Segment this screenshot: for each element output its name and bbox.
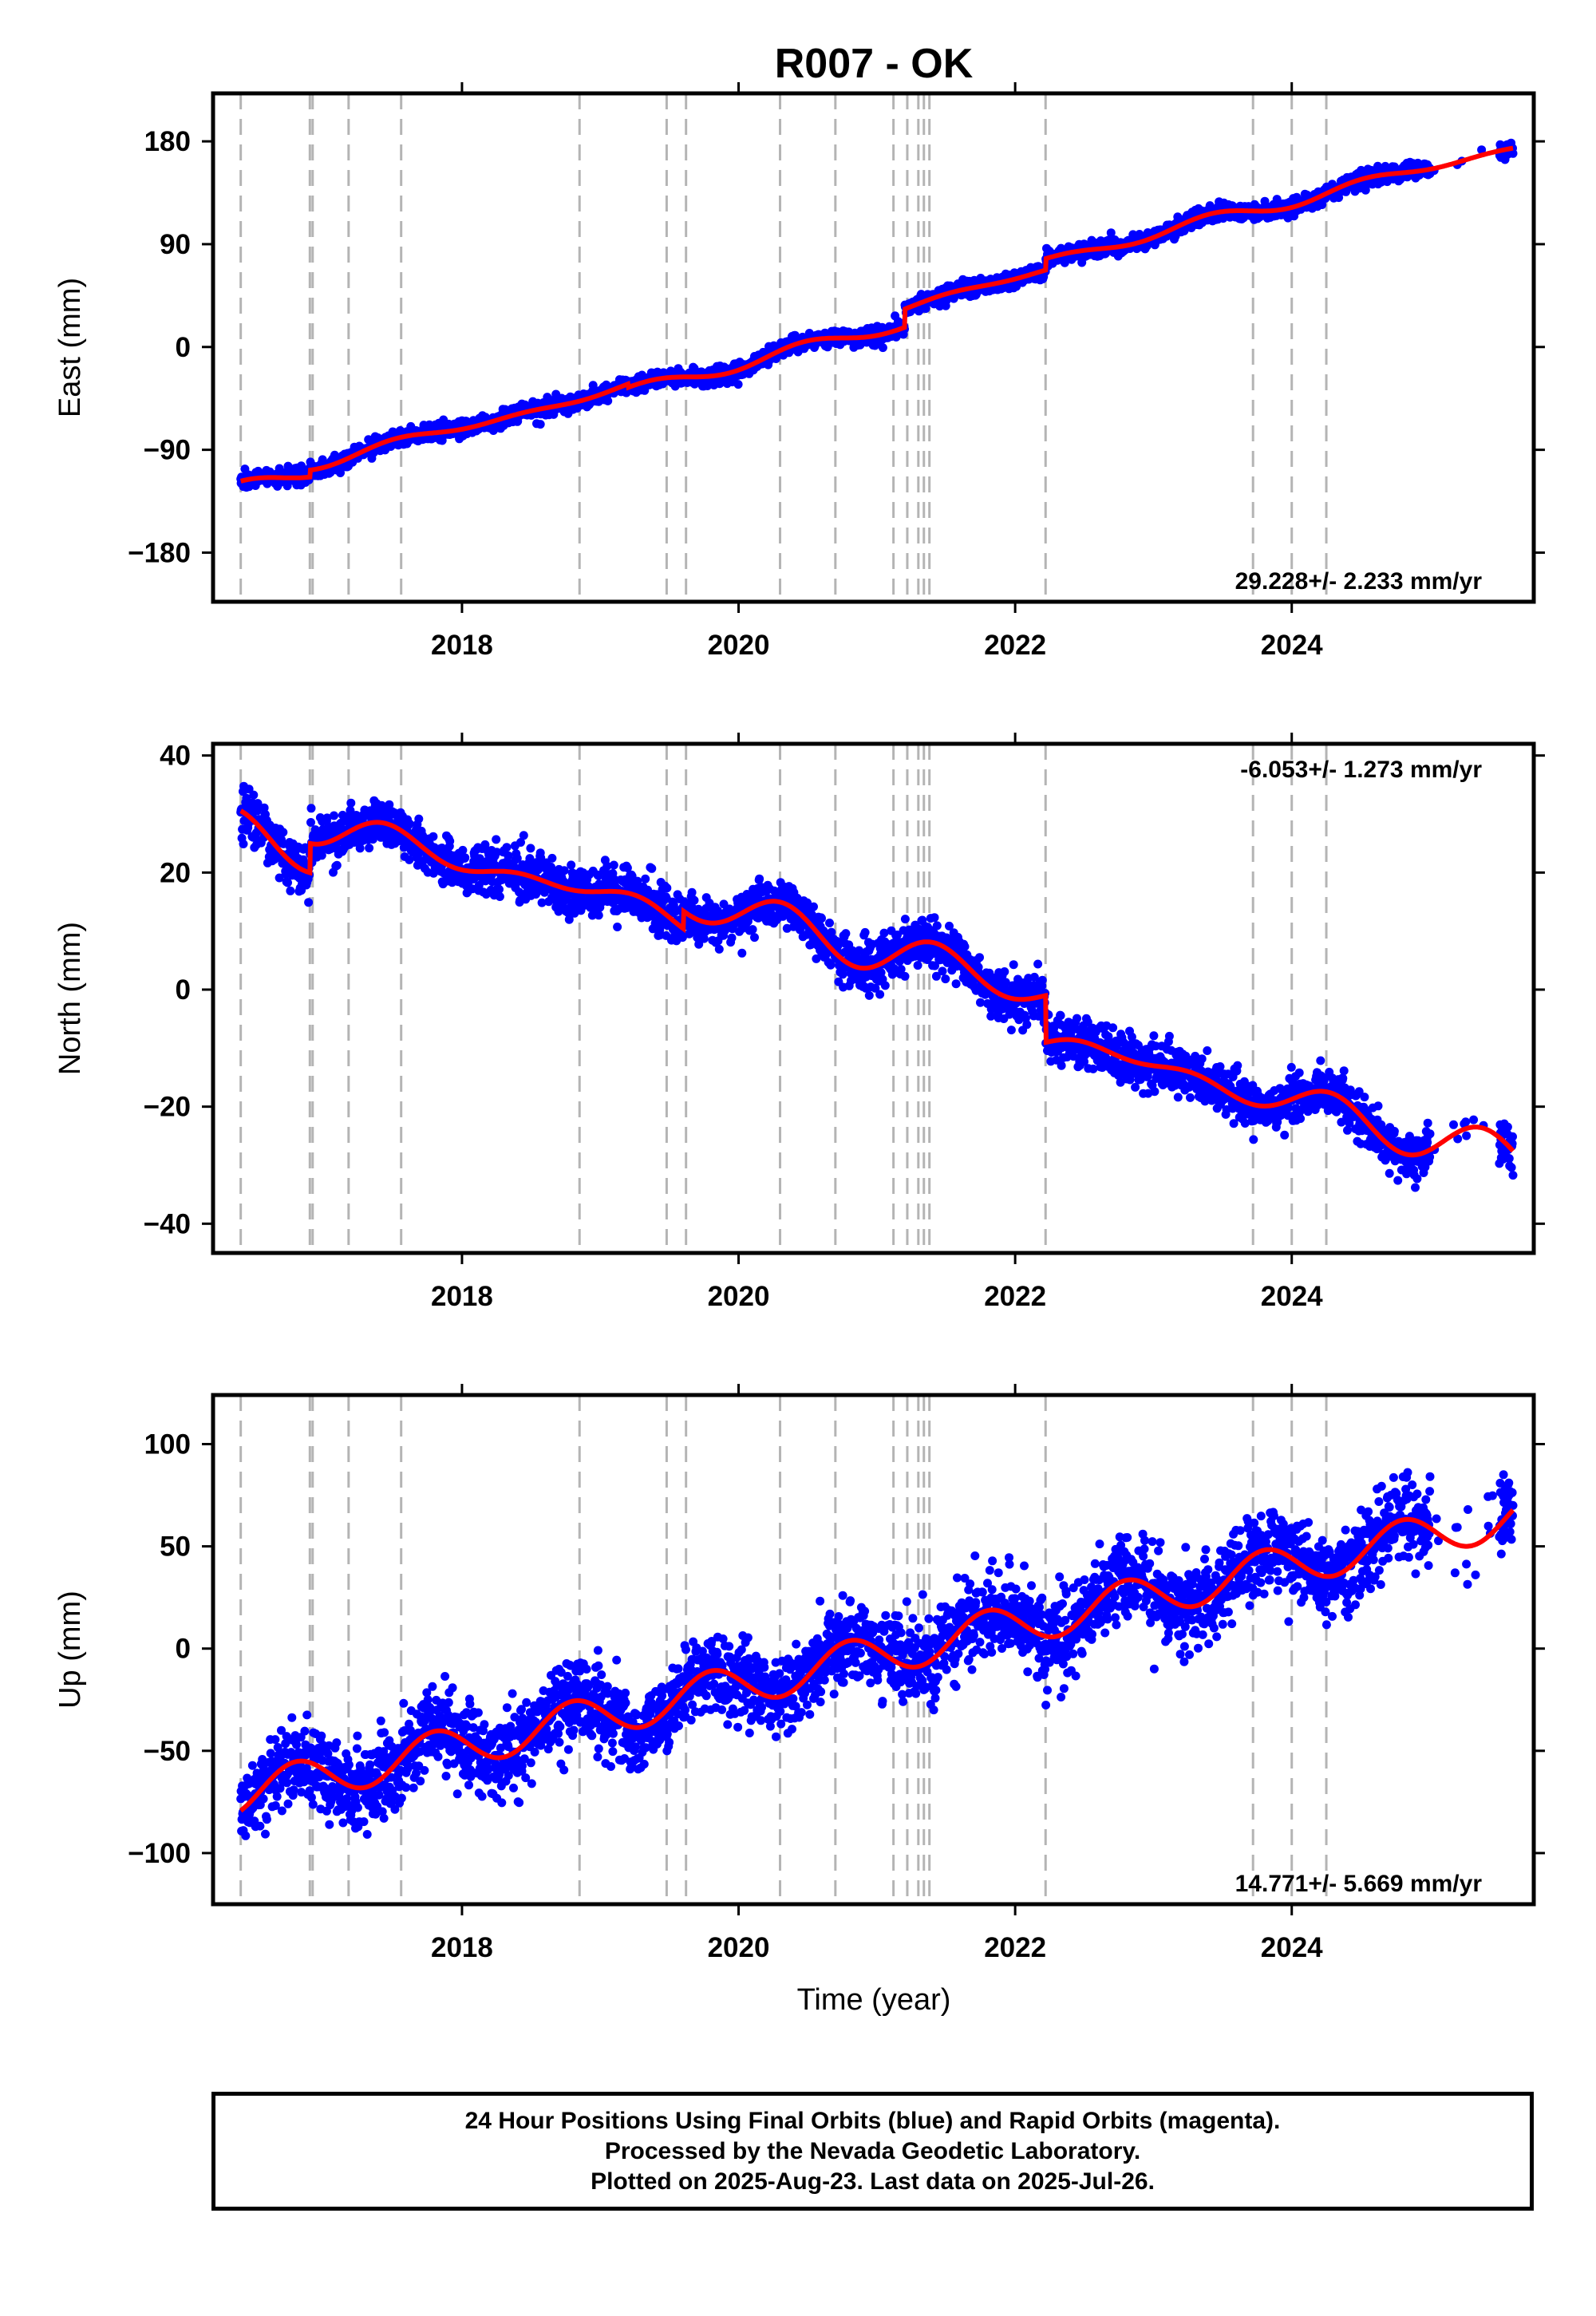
data-point [860, 927, 870, 937]
x-tick-label: 2020 [708, 630, 770, 661]
data-point [519, 831, 528, 840]
data-point [609, 860, 618, 870]
x-tick-label: 2022 [984, 630, 1046, 661]
data-point [733, 380, 743, 389]
y-tick-label: −180 [128, 537, 191, 568]
data-point [594, 911, 603, 920]
data-point [838, 970, 847, 979]
data-point [317, 851, 326, 860]
data-point [445, 836, 455, 846]
data-point [817, 914, 826, 923]
data-point [458, 845, 468, 855]
data-point [279, 828, 288, 837]
data-point [249, 790, 259, 800]
data-point [526, 844, 535, 853]
data-point [336, 468, 345, 477]
east-panel: 180 90 0 −90 −180 2018 2020 2022 2024 East (mm) 29… [53, 82, 1545, 661]
data-point [346, 798, 356, 808]
data-point [687, 887, 697, 897]
data-point [429, 832, 438, 841]
data-point [662, 883, 672, 893]
data-point [365, 844, 374, 853]
data-point [304, 898, 314, 907]
data-point [306, 818, 315, 827]
data-point [714, 944, 724, 954]
data-point [414, 814, 424, 824]
data-point [492, 835, 501, 844]
y-axis-label: East (mm) [53, 278, 87, 417]
data-point [405, 819, 414, 828]
data-point [286, 886, 295, 895]
chart-title: R007 - OK [775, 41, 974, 87]
data-point [567, 860, 576, 870]
data-point [495, 892, 504, 901]
data-point [332, 860, 342, 870]
data-point [559, 866, 569, 875]
y-tick-label: 90 [160, 229, 191, 260]
data-point [748, 925, 757, 935]
velocity-label: 29.228+/- 2.233 mm/yr [1235, 568, 1483, 595]
data-point [641, 874, 650, 883]
data-point [647, 864, 657, 873]
data-point [737, 948, 747, 958]
data-point [547, 853, 557, 863]
data-point [603, 396, 613, 405]
x-tick-label: 2024 [1261, 630, 1323, 661]
y-tick-label: 180 [144, 126, 191, 157]
data-point [880, 981, 890, 990]
data-point [588, 381, 598, 390]
data-point [689, 895, 699, 905]
data-point [755, 874, 764, 883]
model-fit-line [239, 145, 1514, 484]
data-point [306, 804, 316, 813]
data-point [878, 343, 887, 353]
data-point [825, 919, 834, 927]
y-tick-label: −90 [144, 435, 191, 466]
data-point [750, 933, 759, 943]
data-point [841, 929, 851, 939]
x-tick-label: 2018 [431, 630, 493, 661]
data-point [809, 902, 818, 911]
equipment-change-lines [239, 93, 1328, 602]
data-point [535, 420, 545, 429]
y-tick-label: 0 [176, 332, 191, 363]
data-point [405, 855, 414, 864]
data-point [864, 990, 874, 1000]
data-point [727, 933, 737, 943]
data-point [504, 851, 513, 860]
data-point [613, 923, 622, 931]
data-point [330, 811, 338, 820]
data-point [283, 878, 292, 887]
data-point [502, 843, 512, 852]
data-point [239, 840, 248, 848]
data-point [460, 853, 470, 863]
data-point [875, 990, 885, 999]
